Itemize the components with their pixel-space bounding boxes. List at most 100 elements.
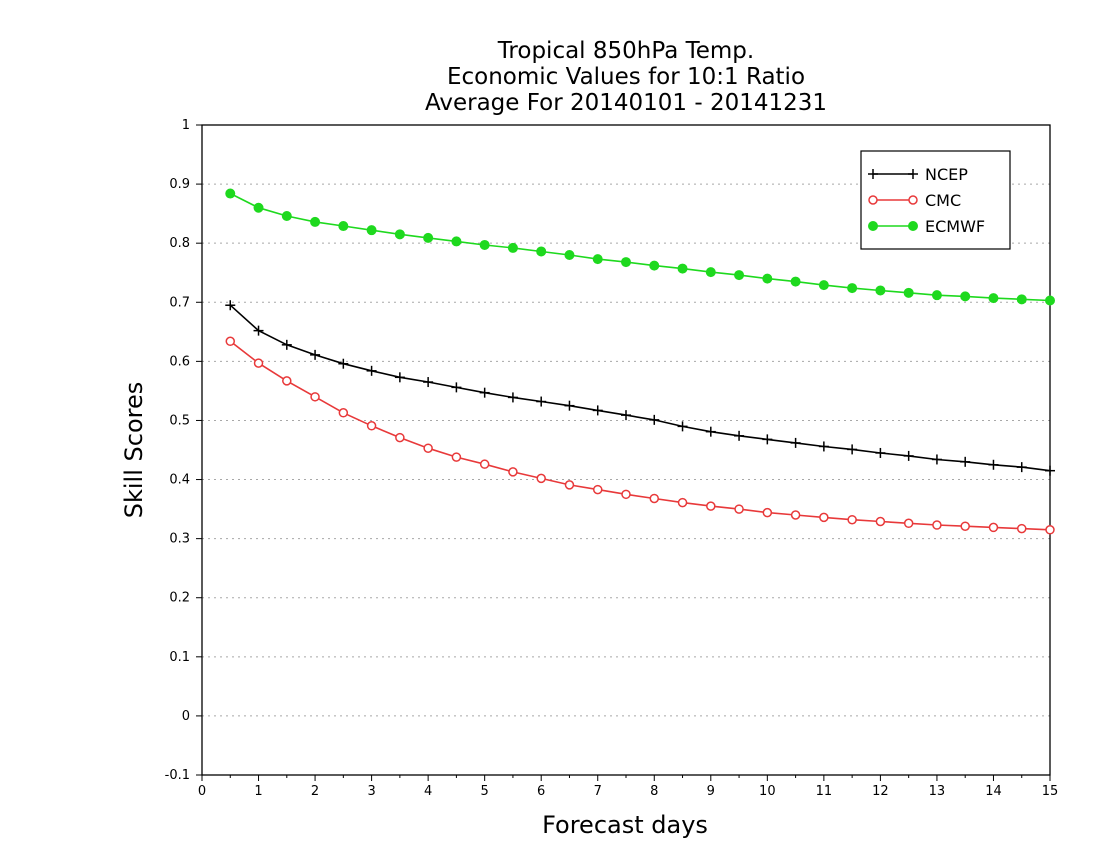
open-circle-marker [621,489,631,500]
y-tick-label: 0.9 [169,177,190,192]
x-tick-label: 11 [816,784,833,799]
open-circle-marker [734,504,744,514]
open-circle-marker [677,497,688,508]
open-circle-marker [988,522,999,533]
filled-circle-marker [507,242,518,253]
plus-marker [705,426,716,437]
open-circle-marker [592,484,603,495]
legend-item-ncep: NCEP [868,165,968,184]
filled-circle-marker [931,290,942,301]
plus-marker [592,405,603,416]
y-tick-label: 0.3 [169,532,190,547]
open-circle-marker [253,358,264,368]
plus-marker [988,459,999,470]
y-tick-label: 0.8 [169,236,190,251]
y-tick-label: -0.1 [165,768,190,783]
open-circle-marker [395,432,405,443]
x-tick-label: 14 [985,784,1002,799]
x-tick-label: 10 [759,784,776,799]
filled-circle-marker [564,250,575,260]
open-circle-marker [338,408,349,418]
plus-marker [931,454,942,465]
y-tick-label: 0.5 [169,413,190,428]
open-circle-marker [225,336,236,347]
y-tick-label: 0 [182,709,190,724]
filled-circle-marker [338,221,349,232]
x-tick-label: 9 [707,784,715,799]
x-tick-label: 15 [1042,784,1059,799]
y-tick-label: 1 [182,118,190,133]
open-circle-marker [903,518,914,529]
open-circle-marker [875,516,886,527]
plus-marker [847,444,858,455]
open-circle-marker [762,507,773,518]
open-circle-marker [564,480,575,490]
plus-marker [960,456,971,467]
filled-circle-marker [649,260,660,271]
plus-marker [677,421,688,432]
open-circle-marker [282,376,292,386]
open-circle-marker [366,421,377,431]
plus-marker [253,325,264,336]
filled-circle-marker [908,221,918,231]
y-tick-label: 0.4 [169,473,190,488]
filled-circle-marker [960,291,971,302]
plus-marker [903,450,914,461]
open-circle-marker [310,392,320,402]
series-cmc [225,336,1055,535]
x-tick-label: 12 [872,784,889,799]
open-circle-marker [706,501,716,511]
plus-marker [649,414,660,425]
chart-title: Tropical 850hPa Temp. Economic Values fo… [425,38,827,116]
filled-circle-marker [847,283,858,294]
x-tick-label: 8 [650,784,658,799]
x-tick-label: 1 [254,784,262,799]
filled-circle-marker [762,273,773,284]
plus-marker [790,437,801,448]
legend: NCEP CMC ECMWF [860,150,1011,250]
filled-circle-marker [790,276,801,287]
legend-label-ncep: NCEP [925,165,968,184]
title-line-2: Economic Values for 10:1 Ratio [447,64,805,90]
plus-marker [868,169,878,179]
filled-circle-marker [253,202,264,213]
open-circle-marker [868,195,878,205]
open-circle-marker [536,473,546,484]
x-tick-label: 7 [594,784,602,799]
filled-circle-marker [875,285,886,296]
legend-item-cmc: CMC [868,191,961,210]
open-circle-marker [1045,525,1055,535]
series-ncep [225,300,1055,476]
filled-circle-marker [281,211,292,221]
plus-marker [338,358,349,369]
plus-marker [225,300,236,311]
legend-item-ecmwf: ECMWF [868,217,985,236]
plus-marker [734,430,745,441]
x-tick-label: 2 [311,784,319,799]
plus-marker [451,382,462,393]
plus-marker [762,434,773,445]
open-circle-marker [508,467,518,477]
open-circle-marker [908,195,918,205]
filled-circle-marker [818,280,829,291]
series-line-cmc [229,340,1051,531]
filled-circle-marker [677,263,688,274]
legend-label-cmc: CMC [925,191,961,210]
plus-marker [366,365,377,376]
plus-marker [281,339,292,350]
plus-marker [536,396,547,407]
plus-marker [507,392,518,403]
plus-marker [394,372,405,383]
x-tick-label: 4 [424,784,432,799]
x-tick-label: 6 [537,784,545,799]
filled-circle-marker [988,293,999,304]
plus-marker [621,410,631,421]
series-group [225,188,1055,535]
filled-circle-marker [536,246,547,257]
plus-marker [1016,462,1027,473]
filled-circle-marker [366,225,377,236]
filled-circle-marker [423,232,434,243]
filled-circle-marker [1045,295,1055,306]
y-tick-label: 0.6 [169,354,190,369]
title-line-3: Average For 20140101 - 20141231 [425,90,827,116]
